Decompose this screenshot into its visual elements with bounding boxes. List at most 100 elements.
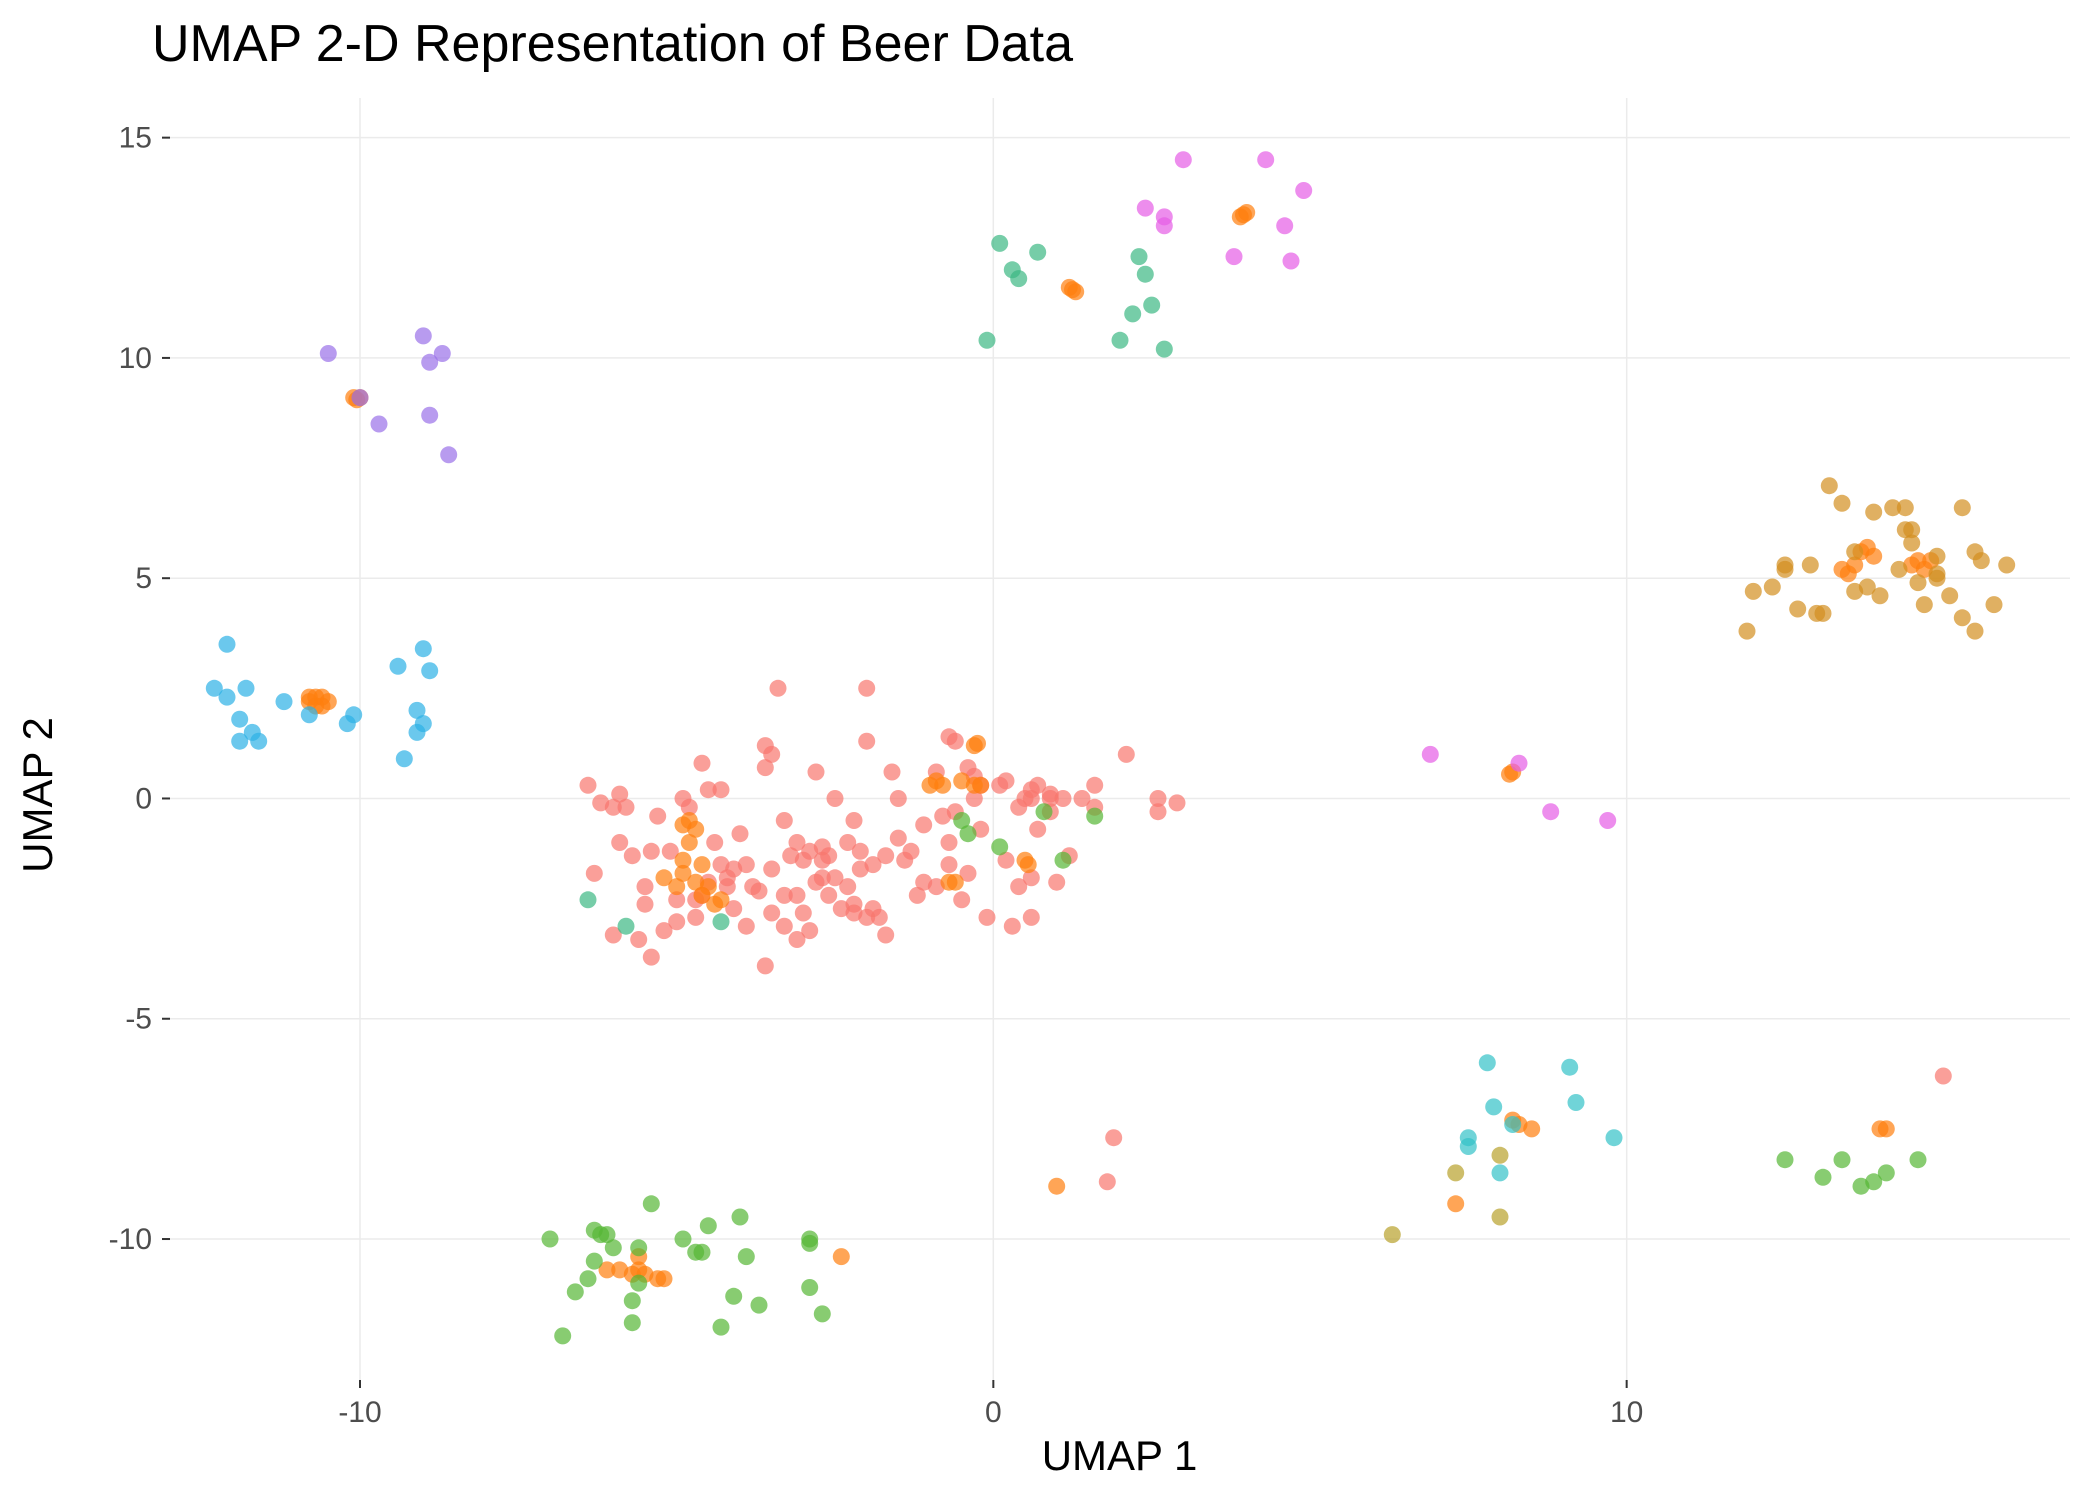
- point-s10-9: [1833, 494, 1851, 512]
- point-s10-13: [1884, 499, 1902, 517]
- point-s2-26: [693, 886, 711, 904]
- point-s0-30: [775, 812, 793, 829]
- point-s0-40: [839, 878, 857, 896]
- point-s7-19: [642, 1195, 660, 1213]
- point-s9-6: [1561, 1058, 1579, 1076]
- point-s9-5: [1504, 1116, 1522, 1133]
- point-s4-4: [237, 679, 255, 697]
- point-s0-75: [915, 816, 933, 834]
- point-s0-52: [908, 886, 926, 904]
- point-s0-5: [617, 798, 635, 816]
- point-s0-65: [839, 834, 857, 851]
- point-s10-30: [1953, 609, 1971, 627]
- point-s0-100: [788, 834, 806, 851]
- point-s2-17: [969, 734, 986, 752]
- point-s10-34: [1808, 604, 1826, 622]
- point-s10-19: [1909, 574, 1927, 592]
- point-s10-2: [1763, 578, 1781, 596]
- point-s0-59: [801, 922, 819, 940]
- point-s0-124: [997, 851, 1015, 869]
- point-s0-42: [851, 842, 869, 860]
- data-points: [205, 151, 2016, 1345]
- point-s9-2: [1478, 1054, 1496, 1072]
- point-s4-13: [414, 640, 432, 658]
- point-s9-4: [1491, 1164, 1509, 1182]
- point-s2-22: [693, 856, 711, 874]
- point-s0-7: [623, 847, 641, 865]
- point-s5-0: [991, 234, 1009, 252]
- point-s10-12: [1871, 587, 1889, 605]
- point-s2-33: [940, 873, 958, 891]
- point-s7-31: [813, 1305, 831, 1323]
- point-s0-106: [1073, 790, 1091, 807]
- point-s0-20: [712, 781, 730, 799]
- point-s2-51: [598, 1261, 616, 1279]
- point-s0-107: [1086, 776, 1104, 794]
- point-s6-11: [1542, 803, 1560, 821]
- point-s10-32: [1928, 547, 1946, 565]
- point-s10-23: [1941, 587, 1959, 605]
- point-s3-4: [351, 389, 369, 407]
- x-tick-label-1: 0: [985, 1396, 1002, 1429]
- point-s3-5: [370, 415, 388, 433]
- point-s7-20: [674, 1230, 692, 1248]
- point-s4-18: [395, 750, 413, 768]
- point-s6-5: [1276, 217, 1294, 235]
- point-s8-1: [1447, 1164, 1465, 1182]
- point-s10-5: [1789, 600, 1807, 618]
- point-s0-109: [1117, 745, 1135, 763]
- point-s0-23: [725, 900, 743, 918]
- point-s0-60: [896, 851, 914, 869]
- point-s0-44: [858, 732, 876, 750]
- point-s7-4: [1054, 851, 1072, 869]
- point-s0-35: [807, 763, 825, 781]
- point-s7-17: [630, 1274, 648, 1292]
- point-s4-11: [345, 706, 363, 724]
- point-s0-28: [763, 745, 781, 763]
- point-s4-5: [231, 732, 249, 750]
- point-s0-121: [877, 847, 895, 865]
- point-s0-105: [1029, 820, 1047, 838]
- point-s2-41: [1019, 856, 1037, 874]
- point-s2-42: [1048, 1177, 1066, 1195]
- point-s2-12: [1064, 281, 1081, 299]
- point-s0-123: [915, 873, 933, 891]
- point-s0-11: [649, 807, 667, 825]
- point-s9-7: [1567, 1094, 1585, 1111]
- point-s0-49: [889, 790, 907, 807]
- point-s7-16: [623, 1314, 641, 1332]
- point-s7-27: [750, 1296, 768, 1314]
- point-s0-114: [864, 856, 882, 874]
- point-s6-9: [1421, 745, 1439, 763]
- point-s0-4: [611, 785, 629, 803]
- point-s7-22: [693, 1243, 711, 1261]
- point-s4-14: [421, 662, 439, 680]
- point-s2-57: [655, 1270, 673, 1288]
- point-s9-8: [1605, 1129, 1623, 1147]
- point-s5-11: [579, 891, 597, 909]
- point-s0-89: [1048, 873, 1066, 891]
- point-s0-32: [788, 931, 806, 948]
- point-s9-3: [1485, 1098, 1503, 1116]
- point-s3-6: [421, 406, 439, 424]
- point-s10-27: [1972, 552, 1990, 570]
- point-s0-112: [1022, 869, 1040, 887]
- point-s2-36: [953, 772, 971, 790]
- point-s4-2: [218, 635, 236, 653]
- point-s4-12: [389, 657, 407, 675]
- point-s7-25: [731, 1208, 749, 1226]
- point-s0-68: [820, 886, 838, 904]
- grid-lines: [170, 98, 2070, 1380]
- point-s10-20: [1915, 596, 1933, 614]
- point-s7-37: [1877, 1164, 1895, 1182]
- point-s0-55: [630, 931, 648, 948]
- point-s5-12: [617, 917, 635, 935]
- y-tick-label-2: 0: [135, 782, 152, 815]
- point-s7-1: [959, 825, 977, 843]
- point-s0-46: [870, 908, 888, 926]
- point-s5-8: [1111, 331, 1129, 349]
- point-s7-30: [801, 1279, 819, 1296]
- point-s0-104: [1054, 790, 1072, 807]
- point-s0-10: [642, 842, 660, 860]
- point-s2-50: [1877, 1120, 1895, 1138]
